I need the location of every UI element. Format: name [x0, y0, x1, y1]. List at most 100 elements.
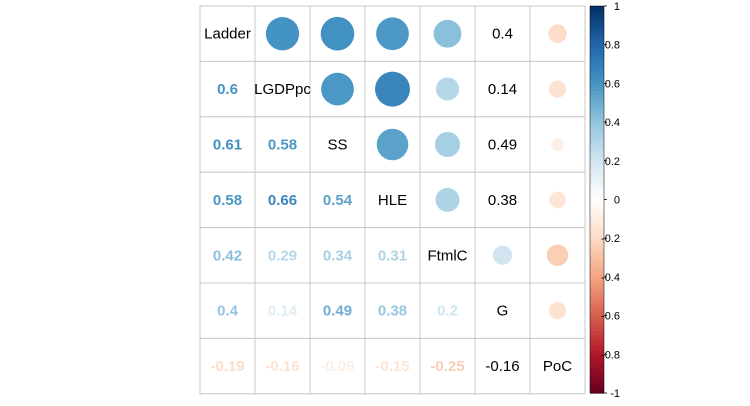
correlation-circle: [548, 302, 567, 320]
matrix-marks: Ladder 0.4 0.6 LGDPpc 0.14 0.61 0.58 SS 0.49 0.58…: [204, 16, 572, 375]
matrix-cell: [199, 60, 256, 118]
legend-tick-label: 0.2: [605, 156, 620, 168]
correlation-circle: [434, 131, 461, 158]
correlation-circle: [433, 19, 462, 48]
correlation-label: 0.49: [488, 137, 517, 154]
color-band: [590, 288, 604, 293]
correlation-value: 0.31: [378, 247, 407, 264]
correlation-value: -0.16: [485, 358, 519, 375]
color-band: [590, 13, 604, 19]
correlation-value: 0.61: [213, 137, 242, 154]
color-band: [590, 64, 604, 69]
correlation-circle: [546, 244, 569, 267]
color-band: [590, 385, 604, 390]
color-band: [590, 110, 604, 115]
color-band: [590, 21, 604, 26]
correlation-circle: [435, 187, 460, 212]
color-band: [590, 346, 604, 352]
matrix-cells: [199, 5, 586, 395]
color-legend: 1 0.8 0.6 0.4 0.2 0 -0.2 -0.4 -0.6 -0.8 -1: [589, 1, 620, 400]
color-band: [590, 156, 604, 162]
color-band: [590, 245, 604, 251]
color-band: [590, 253, 604, 259]
color-band: [590, 87, 604, 92]
color-band: [590, 102, 604, 108]
matrix-cell: [529, 60, 586, 118]
color-band: [590, 358, 604, 363]
correlation-value: 0.58: [268, 137, 297, 154]
matrix-cell: [309, 227, 366, 284]
matrix-cell: [254, 171, 311, 229]
color-band: [590, 9, 604, 15]
color-band: [590, 29, 604, 34]
correlation-circle: [548, 24, 567, 44]
color-band: [590, 377, 604, 382]
matrix-cell: [474, 171, 531, 229]
color-band: [590, 323, 604, 328]
color-band: [590, 307, 604, 313]
color-band: [590, 284, 604, 290]
color-band: [590, 338, 604, 344]
color-band: [590, 369, 604, 375]
color-band: [590, 354, 604, 359]
color-band: [590, 222, 604, 228]
color-band: [590, 261, 604, 266]
color-band: [590, 362, 604, 367]
color-band: [590, 199, 604, 204]
color-band: [590, 280, 604, 286]
color-band: [590, 25, 604, 30]
color-band: [590, 184, 604, 189]
legend-tick-label: 0.6: [605, 78, 620, 90]
legend-tick-label: 1: [614, 1, 620, 13]
variable-label: LGDPpc: [254, 81, 311, 98]
color-band: [590, 389, 604, 394]
color-band: [590, 48, 604, 54]
correlation-value: 0.38: [378, 303, 407, 320]
correlation-circle: [548, 80, 567, 98]
color-band: [590, 218, 604, 224]
correlation-circle: [549, 191, 566, 209]
color-band: [590, 230, 604, 235]
color-band: [590, 36, 604, 42]
matrix-cell: [419, 337, 476, 395]
color-band: [590, 327, 604, 332]
color-band: [590, 145, 604, 150]
legend-tick-label: -1: [610, 388, 620, 400]
color-band: [590, 300, 604, 305]
color-band: [590, 67, 604, 73]
color-band: [590, 292, 604, 297]
color-band: [590, 6, 604, 11]
color-band: [590, 296, 604, 301]
matrix-cell: [199, 282, 256, 339]
color-band: [590, 160, 604, 166]
color-band: [590, 83, 604, 88]
color-band: [590, 168, 604, 174]
correlation-value: -0.16: [265, 358, 299, 375]
color-band: [590, 71, 604, 77]
color-band: [590, 56, 604, 61]
color-band: [590, 273, 604, 278]
color-band: [590, 242, 604, 247]
correlation-value: 0.14: [268, 303, 298, 320]
color-band: [590, 118, 604, 123]
variable-label: FtmlC: [428, 247, 468, 264]
correlation-label: 0.4: [492, 26, 513, 43]
color-band: [590, 203, 604, 208]
matrix-cell: [199, 5, 256, 62]
matrix-cell: [364, 337, 421, 395]
color-band: [590, 133, 604, 139]
color-band: [590, 176, 604, 181]
correlation-circle: [376, 128, 409, 161]
color-band: [590, 211, 604, 216]
correlation-value: -0.09: [320, 358, 354, 375]
color-band: [590, 191, 604, 197]
legend-tick-label: -0.8: [601, 349, 620, 361]
correlation-value: 0.54: [323, 192, 353, 209]
color-band: [590, 315, 604, 321]
correlation-value: 0.29: [268, 247, 297, 264]
matrix-cell: [364, 171, 421, 229]
correlation-value: -0.19: [210, 358, 244, 375]
matrix-cell: [199, 337, 256, 395]
color-band: [590, 129, 604, 135]
matrix-cell: [364, 282, 421, 339]
